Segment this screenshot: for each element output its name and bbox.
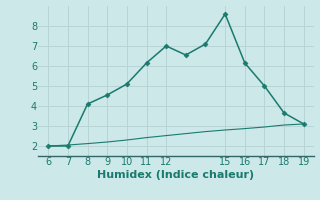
X-axis label: Humidex (Indice chaleur): Humidex (Indice chaleur) — [97, 170, 255, 180]
